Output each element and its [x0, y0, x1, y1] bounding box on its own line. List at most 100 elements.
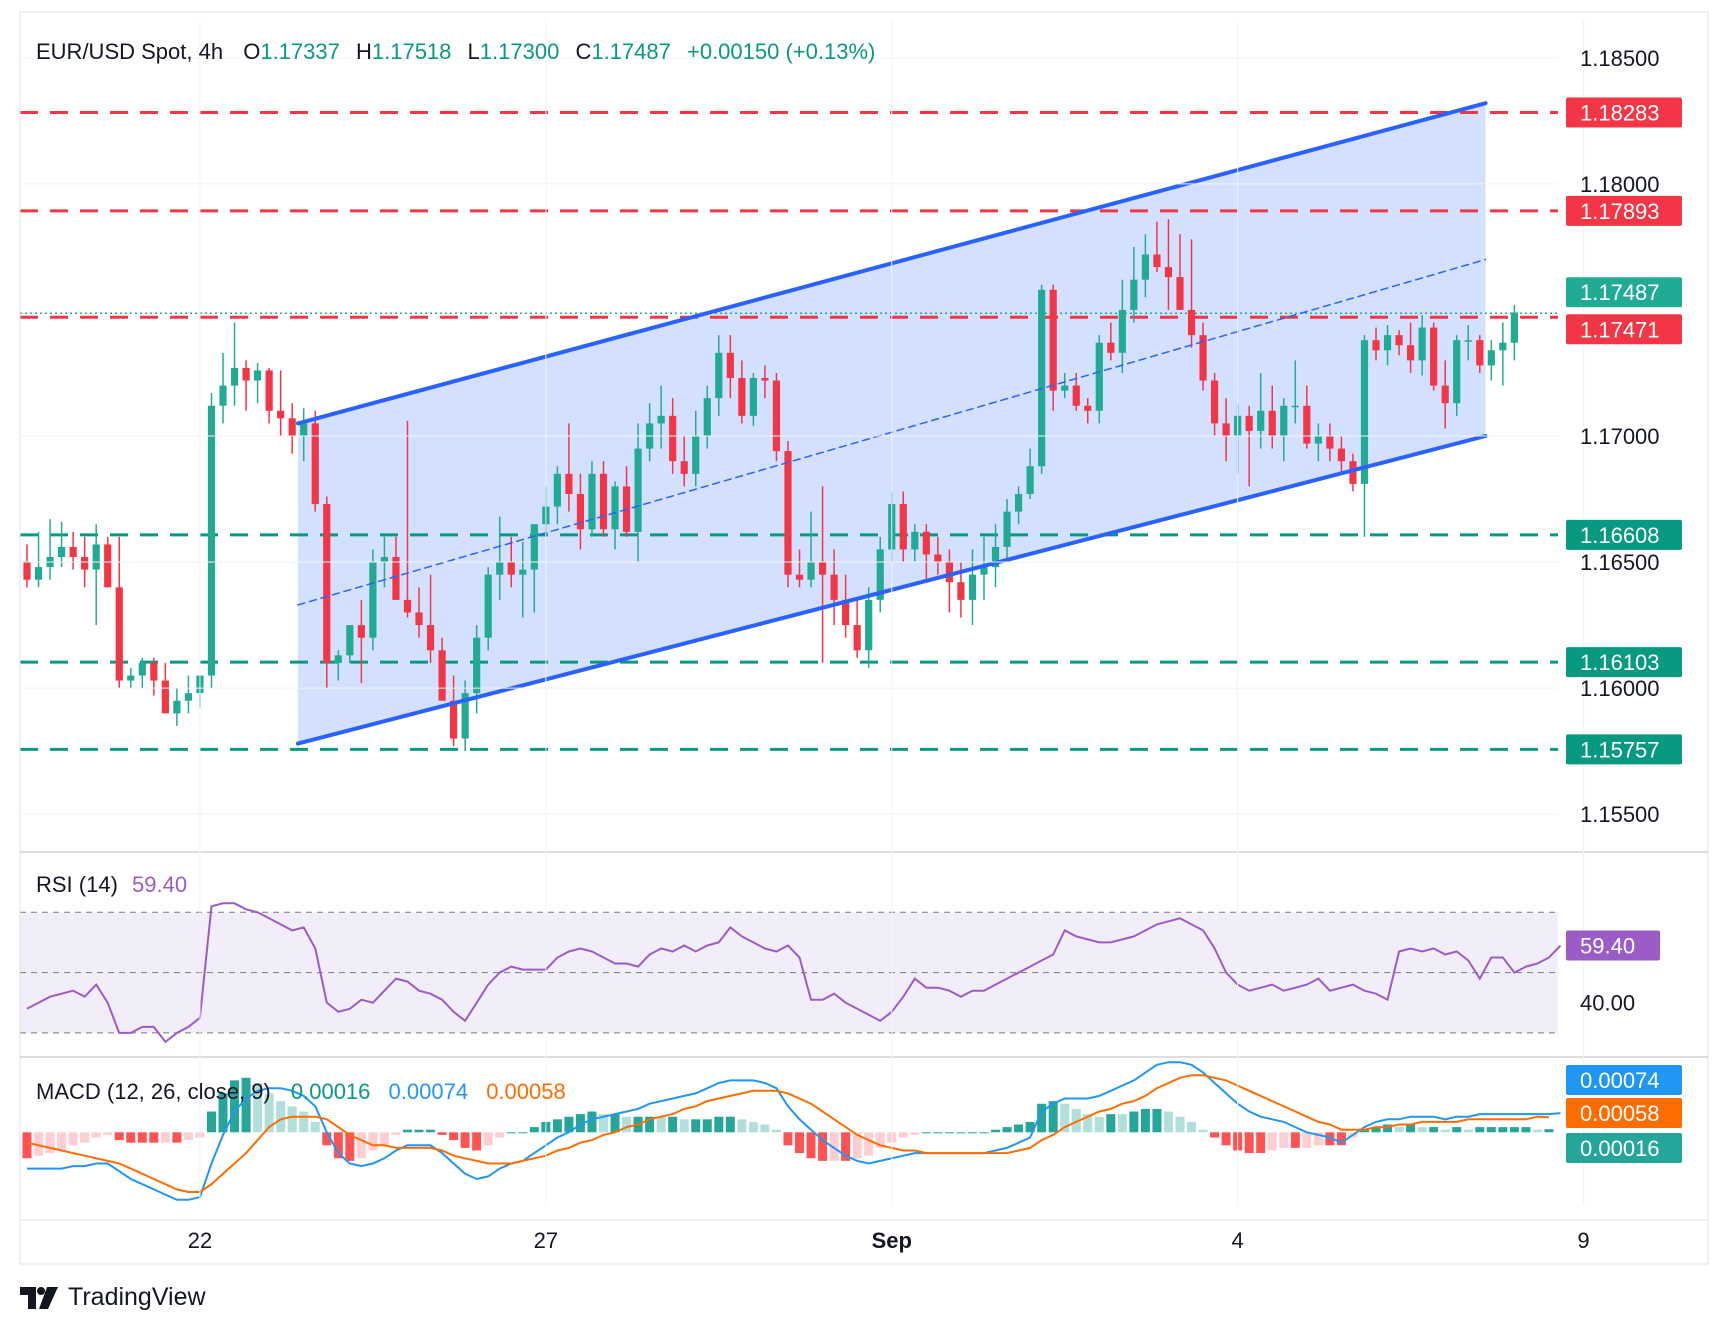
- macd-histogram-bar[interactable]: [1394, 1127, 1404, 1133]
- candle[interactable]: [369, 549, 377, 651]
- macd-histogram-bar[interactable]: [979, 1132, 989, 1134]
- candle[interactable]: [772, 372, 781, 462]
- candle[interactable]: [1245, 405, 1253, 487]
- macd-histogram-bar[interactable]: [368, 1132, 378, 1151]
- candle[interactable]: [1118, 279, 1126, 373]
- macd-histogram-bar[interactable]: [668, 1116, 678, 1133]
- candle[interactable]: [173, 688, 181, 726]
- macd-histogram-bar[interactable]: [1198, 1129, 1208, 1133]
- macd-histogram-bar[interactable]: [1140, 1108, 1150, 1133]
- macd-histogram-bar[interactable]: [1060, 1103, 1070, 1133]
- candle[interactable]: [761, 365, 769, 399]
- macd-histogram-bar[interactable]: [910, 1132, 920, 1135]
- macd-histogram-bar[interactable]: [253, 1082, 263, 1133]
- candle[interactable]: [1084, 398, 1092, 424]
- macd-histogram-bar[interactable]: [1486, 1127, 1496, 1133]
- macd-value-label[interactable]: 0.00074: [1566, 1065, 1682, 1095]
- macd-histogram-bar[interactable]: [1509, 1127, 1519, 1133]
- candle[interactable]: [1014, 486, 1023, 525]
- candle[interactable]: [1141, 234, 1150, 298]
- candle[interactable]: [1326, 423, 1334, 462]
- macd-histogram-bar[interactable]: [1221, 1132, 1231, 1146]
- macd-histogram-bar[interactable]: [1083, 1114, 1093, 1133]
- macd-histogram-bar[interactable]: [356, 1132, 366, 1159]
- candle[interactable]: [323, 496, 331, 689]
- candle[interactable]: [127, 667, 135, 689]
- resistance-level-label[interactable]: 1.18283: [1566, 97, 1682, 128]
- candle[interactable]: [1337, 436, 1346, 474]
- candle[interactable]: [1464, 325, 1472, 361]
- macd-histogram-bar[interactable]: [1325, 1132, 1335, 1146]
- macd-histogram-bar[interactable]: [299, 1111, 309, 1133]
- macd-histogram-bar[interactable]: [564, 1116, 574, 1133]
- candle[interactable]: [634, 423, 642, 563]
- candle[interactable]: [1003, 499, 1011, 563]
- candle[interactable]: [530, 524, 538, 613]
- macd-histogram-bar[interactable]: [864, 1132, 874, 1156]
- candle[interactable]: [715, 335, 723, 416]
- candle[interactable]: [1187, 239, 1196, 348]
- macd-histogram-bar[interactable]: [472, 1132, 482, 1151]
- macd-histogram-bar[interactable]: [1025, 1121, 1035, 1133]
- candle[interactable]: [599, 461, 608, 537]
- candle[interactable]: [576, 473, 585, 550]
- macd-histogram-bar[interactable]: [483, 1132, 493, 1146]
- macd-histogram-bar[interactable]: [1071, 1108, 1081, 1133]
- candle[interactable]: [922, 524, 930, 580]
- macd-histogram-bar[interactable]: [379, 1132, 389, 1146]
- candle[interactable]: [934, 536, 942, 575]
- candle[interactable]: [23, 544, 31, 588]
- macd-histogram-bar[interactable]: [206, 1111, 216, 1133]
- candle[interactable]: [703, 385, 711, 449]
- candle[interactable]: [842, 574, 850, 638]
- candle[interactable]: [749, 372, 757, 426]
- macd-histogram-bar[interactable]: [1440, 1129, 1450, 1133]
- candle[interactable]: [288, 403, 296, 454]
- macd-histogram-bar[interactable]: [1313, 1132, 1323, 1146]
- macd-signal-line[interactable]: [26, 1074, 1550, 1193]
- candle[interactable]: [876, 536, 884, 613]
- macd-histogram-bar[interactable]: [818, 1132, 828, 1161]
- macd-histogram-bar[interactable]: [725, 1116, 735, 1133]
- candle[interactable]: [115, 536, 123, 689]
- macd-histogram-bar[interactable]: [1187, 1121, 1197, 1133]
- macd-histogram-bar[interactable]: [241, 1077, 251, 1133]
- macd-histogram-bar[interactable]: [529, 1127, 539, 1133]
- macd-histogram-bar[interactable]: [599, 1114, 608, 1133]
- rsi-line[interactable]: [26, 902, 1562, 1044]
- macd-histogram-bar[interactable]: [1037, 1103, 1047, 1133]
- candle[interactable]: [1407, 322, 1415, 373]
- macd-histogram-bar[interactable]: [841, 1132, 851, 1161]
- macd-histogram-bar[interactable]: [1498, 1127, 1508, 1133]
- candle[interactable]: [346, 625, 354, 663]
- tradingview-logo[interactable]: TradingView: [20, 1283, 206, 1312]
- macd-histogram-bar[interactable]: [426, 1129, 436, 1133]
- macd-histogram-bar[interactable]: [1117, 1114, 1127, 1133]
- macd-histogram-bar[interactable]: [1532, 1129, 1542, 1133]
- macd-histogram-bar[interactable]: [1290, 1132, 1300, 1148]
- macd-histogram-bar[interactable]: [1152, 1108, 1162, 1133]
- macd-histogram-bar[interactable]: [137, 1132, 147, 1143]
- candle[interactable]: [519, 541, 527, 618]
- candle[interactable]: [726, 335, 734, 399]
- macd-histogram-bar[interactable]: [230, 1080, 240, 1133]
- candle[interactable]: [92, 524, 100, 626]
- candle[interactable]: [57, 521, 66, 568]
- macd-histogram-bar[interactable]: [172, 1132, 182, 1143]
- candle[interactable]: [680, 436, 688, 487]
- macd-histogram-bar[interactable]: [1359, 1129, 1369, 1133]
- candle[interactable]: [1430, 322, 1438, 391]
- macd-histogram-bar[interactable]: [575, 1114, 585, 1133]
- macd-histogram-bar[interactable]: [1163, 1111, 1173, 1133]
- macd-histogram-bar[interactable]: [1094, 1116, 1104, 1133]
- macd-histogram-bar[interactable]: [1371, 1127, 1381, 1133]
- macd-histogram-bar[interactable]: [310, 1121, 320, 1133]
- candle[interactable]: [991, 524, 1000, 588]
- macd-histogram-bar[interactable]: [160, 1132, 170, 1143]
- resistance-level-label[interactable]: 1.17471: [1566, 314, 1682, 345]
- macd-histogram-bar[interactable]: [495, 1132, 505, 1138]
- candle[interactable]: [1349, 453, 1357, 492]
- candle[interactable]: [357, 599, 365, 684]
- macd-histogram-bar[interactable]: [22, 1132, 32, 1159]
- candle[interactable]: [807, 511, 815, 588]
